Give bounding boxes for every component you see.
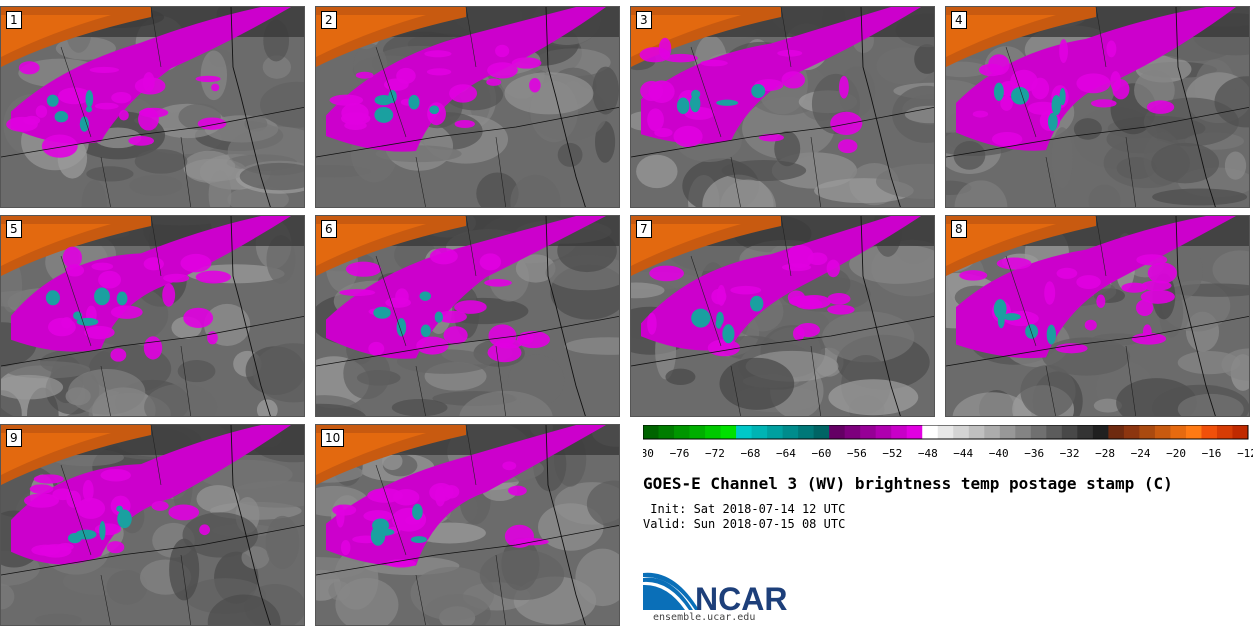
colorbar-tick-label: −72: [705, 447, 725, 460]
colorbar-tick-label: −16: [1202, 447, 1222, 460]
colorbar-tick-label: −80: [643, 447, 654, 460]
panel-label: 9: [6, 429, 22, 447]
stamp-panel-7: 7: [630, 215, 935, 417]
stamp-panel-2: 2: [315, 6, 620, 208]
colorbar-tick-label: −76: [670, 447, 690, 460]
colorbar-swatch: [1061, 425, 1078, 439]
colorbar-swatch: [937, 425, 954, 439]
panel-label: 3: [636, 11, 652, 29]
colorbar-swatch: [767, 425, 784, 439]
colorbar-tick-label: −12: [1237, 447, 1253, 460]
colorbar-tick-label: −36: [1024, 447, 1044, 460]
colorbar-swatch: [1108, 425, 1125, 439]
panel-label: 10: [321, 429, 345, 447]
logo-url: ensemble.ucar.edu: [653, 612, 756, 623]
colorbar-tick-label: −48: [918, 447, 938, 460]
colorbar-tick-label: −28: [1095, 447, 1115, 460]
colorbar-swatch: [906, 425, 923, 439]
water-vapor-map: [316, 7, 619, 207]
stamp-panel-4: 4: [945, 6, 1250, 208]
water-vapor-map: [316, 425, 619, 625]
stamp-panel-5: 5: [0, 215, 305, 417]
stamp-panel-6: 6: [315, 215, 620, 417]
colorbar-swatch: [1154, 425, 1171, 439]
colorbar-swatch: [798, 425, 815, 439]
panel-label: 7: [636, 220, 652, 238]
colorbar-swatch: [643, 425, 660, 439]
colorbar-swatch: [953, 425, 970, 439]
colorbar-tick-label: −68: [740, 447, 760, 460]
colorbar-swatch: [1216, 425, 1233, 439]
colorbar-swatch: [1232, 425, 1249, 439]
colorbar-swatch: [1201, 425, 1218, 439]
colorbar-swatch: [875, 425, 892, 439]
panel-label: 6: [321, 220, 337, 238]
colorbar-tick-label: −20: [1166, 447, 1186, 460]
water-vapor-map: [1, 7, 304, 207]
colorbar-swatch: [658, 425, 675, 439]
colorbar-swatch: [705, 425, 722, 439]
water-vapor-map: [946, 7, 1249, 207]
colorbar-swatch: [1123, 425, 1140, 439]
colorbar-swatch: [968, 425, 985, 439]
panel-label: 2: [321, 11, 337, 29]
stamp-panel-10: 10: [315, 424, 620, 626]
colorbar-tick-label: −32: [1060, 447, 1080, 460]
colorbar-tick-label: −56: [847, 447, 867, 460]
colorbar-swatch: [1030, 425, 1047, 439]
colorbar-swatch: [736, 425, 753, 439]
panel-label: 5: [6, 220, 22, 238]
colorbar: −80 −76 −72 −68 −64 −60 −56 −52 −48 −44 −40 −36 −32 −…: [643, 425, 1253, 460]
water-vapor-map: [631, 216, 934, 416]
colorbar-swatch: [984, 425, 1001, 439]
colorbar-tick-label: −52: [882, 447, 902, 460]
figure-title: GOES-E Channel 3 (WV) brightness temp po…: [643, 474, 1173, 493]
colorbar-swatch: [1170, 425, 1187, 439]
colorbar-swatch: [844, 425, 861, 439]
panel-label: 4: [951, 11, 967, 29]
colorbar-swatch: [674, 425, 691, 439]
colorbar-swatch: [1139, 425, 1156, 439]
colorbar-tick-label: −24: [1131, 447, 1151, 460]
ncar-logo: NCAR: [643, 572, 787, 614]
panel-label: 1: [6, 11, 22, 29]
water-vapor-map: [1, 425, 304, 625]
colorbar-swatch: [720, 425, 737, 439]
colorbar-swatch: [1077, 425, 1094, 439]
stamp-panel-8: 8: [945, 215, 1250, 417]
colorbar-swatch: [1185, 425, 1202, 439]
colorbar-tick-label: −44: [953, 447, 973, 460]
colorbar-swatch: [860, 425, 877, 439]
colorbar-swatch: [922, 425, 939, 439]
colorbar-swatch: [829, 425, 846, 439]
colorbar-tick-label: −60: [811, 447, 831, 460]
colorbar-swatch: [999, 425, 1016, 439]
colorbar-tick-label: −40: [989, 447, 1009, 460]
water-vapor-map: [316, 216, 619, 416]
stamp-panel-9: 9: [0, 424, 305, 626]
colorbar-swatch: [1046, 425, 1063, 439]
colorbar-swatch: [689, 425, 706, 439]
valid-time: Valid: Sun 2018-07-15 08 UTC: [643, 517, 846, 531]
init-time: Init: Sat 2018-07-14 12 UTC: [643, 502, 846, 516]
colorbar-tick-label: −64: [776, 447, 796, 460]
panel-label: 8: [951, 220, 967, 238]
colorbar-swatch: [891, 425, 908, 439]
water-vapor-map: [946, 216, 1249, 416]
colorbar-swatch: [1092, 425, 1109, 439]
water-vapor-map: [631, 7, 934, 207]
ncar-logo-text: NCAR: [695, 581, 787, 614]
colorbar-swatch: [782, 425, 799, 439]
stamp-panel-1: 1: [0, 6, 305, 208]
water-vapor-map: [1, 216, 304, 416]
colorbar-swatch: [751, 425, 768, 439]
stamp-panel-3: 3: [630, 6, 935, 208]
colorbar-swatch: [813, 425, 830, 439]
colorbar-swatch: [1015, 425, 1032, 439]
